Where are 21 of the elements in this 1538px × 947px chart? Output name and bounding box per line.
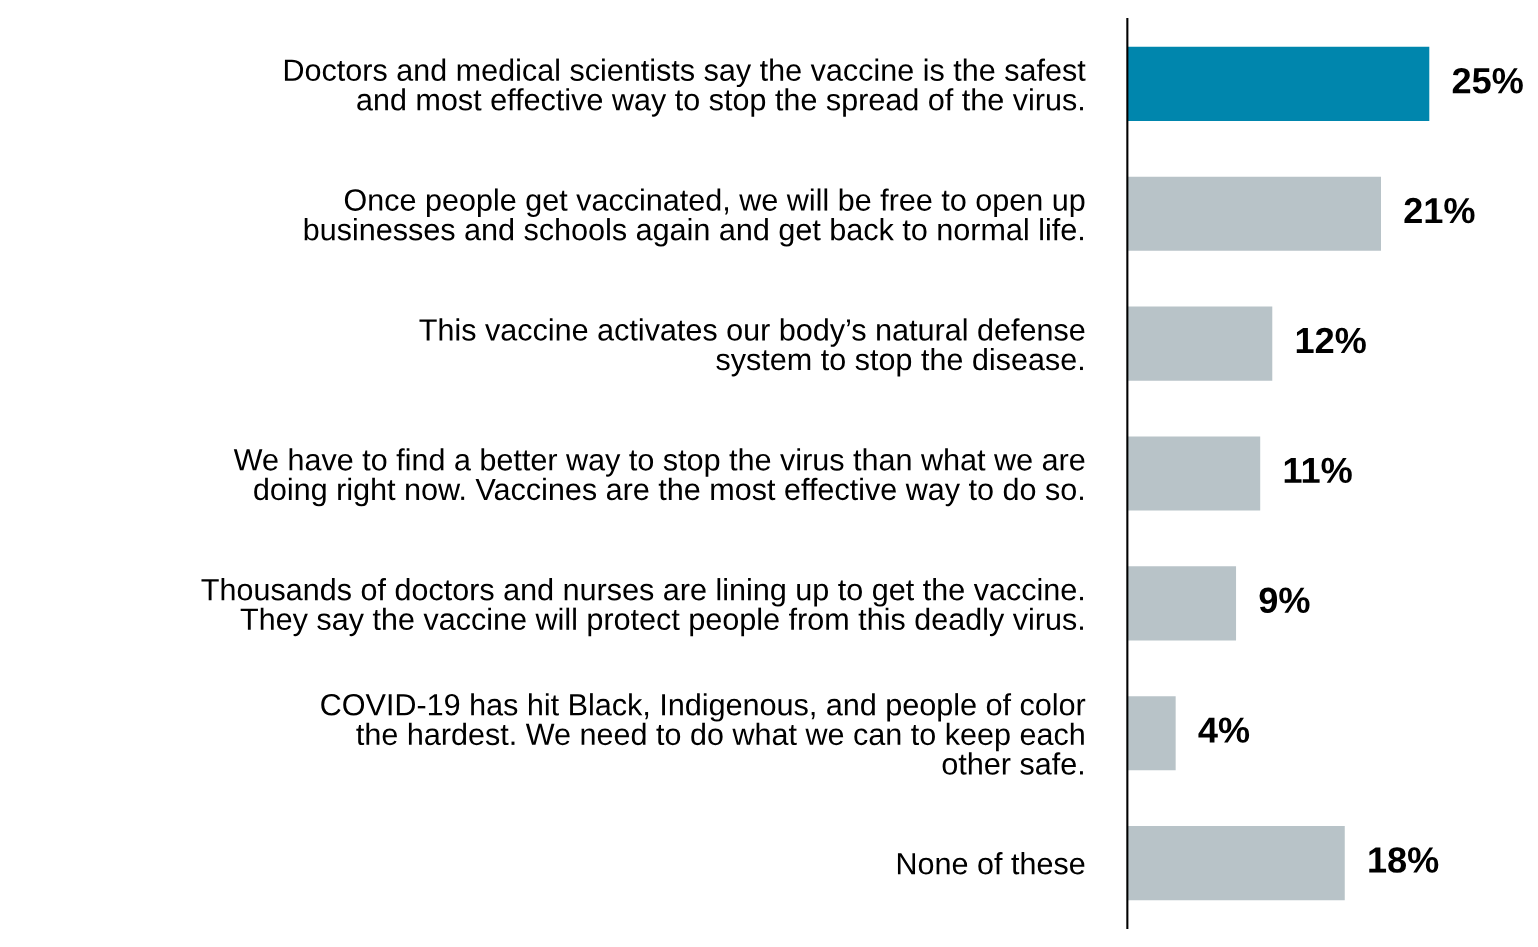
bar bbox=[1127, 176, 1381, 251]
y-tick-label: Once people get vaccinated, we will be free to open up businesses and schools again and get back to normal life. bbox=[304, 188, 1085, 247]
bar bbox=[1127, 306, 1273, 381]
data-label: 9% bbox=[1259, 587, 1310, 614]
bar bbox=[1127, 436, 1261, 511]
y-tick-label: None of these bbox=[897, 852, 1085, 875]
y-tick-label: This vaccine activates our body’s natural defense system to stop the disease. bbox=[419, 318, 1085, 377]
bar bbox=[1127, 826, 1345, 901]
data-label: 25% bbox=[1452, 68, 1523, 94]
y-tick-label: We have to find a better way to stop the virus than what we are doing right now. Vaccines are the most effective way to do so. bbox=[233, 448, 1085, 507]
bar bbox=[1127, 696, 1176, 771]
y-tick-label: COVID-19 has hit Black, Indigenous, and people of color the hardest. We need to do what we can to keep each other safe. bbox=[321, 693, 1086, 775]
y-tick-label: Thousands of doctors and nurses are lining up to get the vaccine. They say the vaccine will protect people from this deadly virus. bbox=[201, 578, 1083, 637]
data-label: 4% bbox=[1198, 717, 1250, 743]
data-label: 21% bbox=[1404, 197, 1475, 224]
bar bbox=[1127, 46, 1430, 121]
data-label: 11% bbox=[1284, 457, 1352, 484]
data-label: 18% bbox=[1369, 847, 1439, 873]
data-label: 12% bbox=[1296, 327, 1366, 354]
y-tick-label: Doctors and medical scientists say the vaccine is the safest and most effective way to stop the spread of the virus. bbox=[284, 58, 1086, 117]
bar bbox=[1127, 566, 1237, 641]
